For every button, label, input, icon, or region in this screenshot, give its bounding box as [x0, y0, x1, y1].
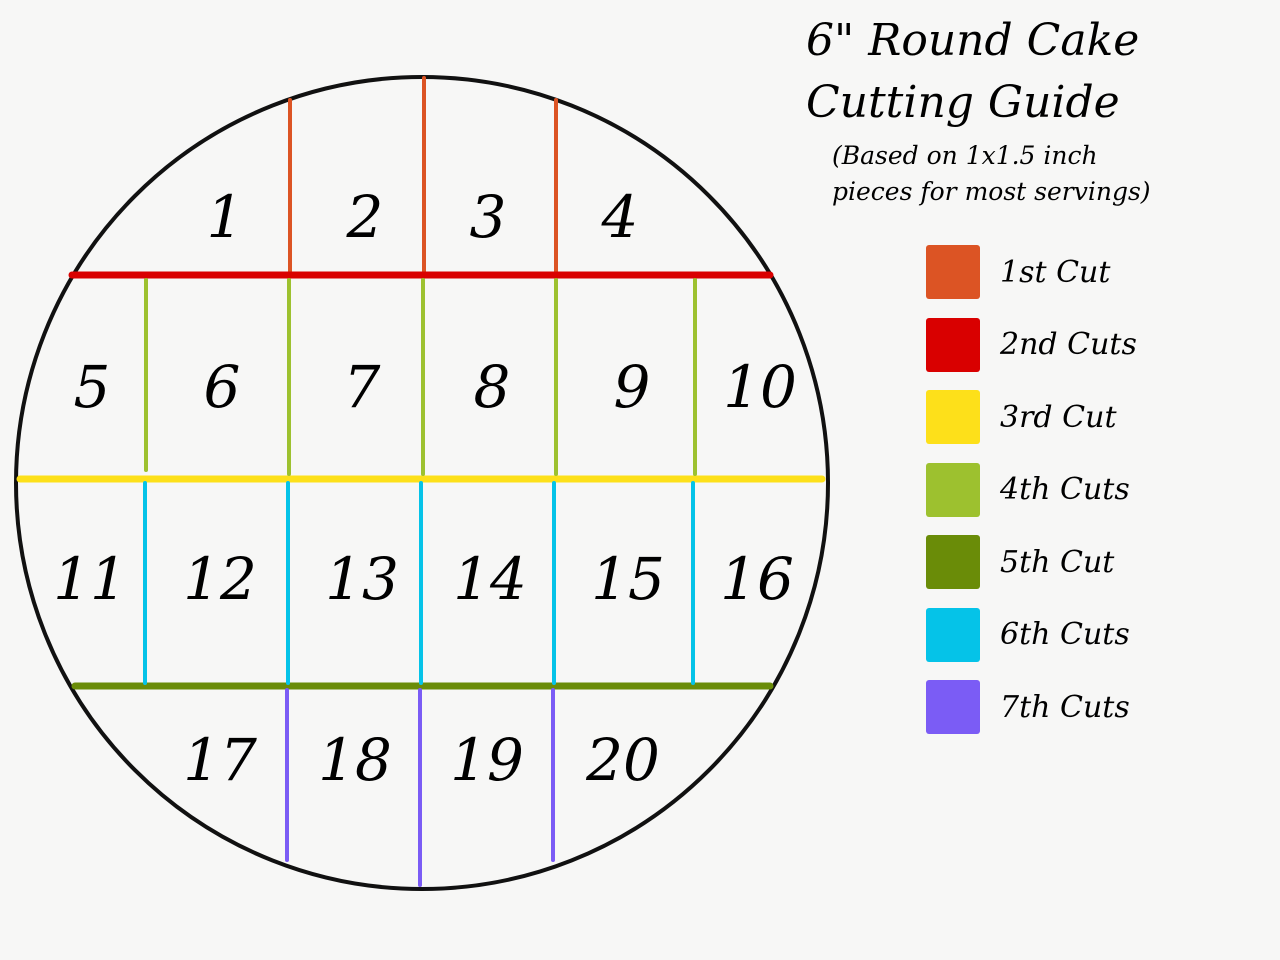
- piece-number: 2: [346, 183, 384, 251]
- legend-item: 3rd Cut: [926, 381, 1137, 454]
- legend: 1st Cut 2nd Cuts 3rd Cut 4th Cuts 5th Cu…: [926, 236, 1137, 744]
- piece-number: 9: [614, 353, 651, 421]
- legend-label: 7th Cuts: [1000, 689, 1130, 725]
- page-title: 6" Round Cake Cutting Guide: [806, 10, 1139, 134]
- legend-item: 6th Cuts: [926, 599, 1137, 672]
- cake-outline: [14, 75, 830, 891]
- legend-swatch: [926, 390, 980, 445]
- legend-item: 5th Cut: [926, 526, 1137, 599]
- legend-swatch: [926, 462, 980, 517]
- piece-number: 6: [204, 353, 241, 421]
- legend-swatch: [926, 680, 980, 735]
- legend-label: 2nd Cuts: [1000, 327, 1137, 363]
- piece-number: 13: [325, 545, 399, 613]
- piece-number: 18: [318, 726, 392, 794]
- subtitle-line-1: (Based on 1x1.5 inch: [832, 141, 1098, 170]
- piece-number: 5: [74, 353, 111, 421]
- legend-item: 2nd Cuts: [926, 309, 1137, 382]
- piece-number: 16: [720, 545, 794, 613]
- subtitle-line-2: pieces for most servings): [832, 177, 1151, 206]
- legend-label: 5th Cut: [1000, 544, 1115, 580]
- piece-number: 12: [183, 545, 257, 613]
- legend-label: 4th Cuts: [1000, 472, 1130, 508]
- legend-swatch: [926, 245, 980, 300]
- legend-swatch: [926, 535, 980, 590]
- piece-number: 17: [183, 726, 257, 794]
- piece-number: 4: [601, 183, 639, 251]
- piece-number: 3: [470, 183, 507, 251]
- piece-number: 11: [53, 545, 127, 613]
- piece-number: 7: [344, 353, 381, 421]
- legend-label: 6th Cuts: [1000, 617, 1130, 653]
- legend-item: 4th Cuts: [926, 454, 1137, 527]
- legend-label: 1st Cut: [1000, 254, 1111, 290]
- piece-number: 20: [585, 726, 660, 794]
- legend-swatch: [926, 317, 980, 372]
- piece-number: 15: [591, 545, 665, 613]
- subtitle: (Based on 1x1.5 inch pieces for most ser…: [832, 138, 1151, 210]
- piece-number: 10: [723, 353, 797, 421]
- title-line-2: Cutting Guide: [806, 77, 1120, 128]
- legend-item: 1st Cut: [926, 236, 1137, 309]
- legend-swatch: [926, 607, 980, 662]
- piece-number: 19: [450, 726, 524, 794]
- piece-number: 14: [453, 545, 527, 613]
- legend-label: 3rd Cut: [1000, 399, 1117, 435]
- title-line-1: 6" Round Cake: [806, 15, 1140, 66]
- piece-number: 8: [474, 353, 511, 421]
- piece-number: 1: [207, 183, 244, 251]
- legend-item: 7th Cuts: [926, 671, 1137, 744]
